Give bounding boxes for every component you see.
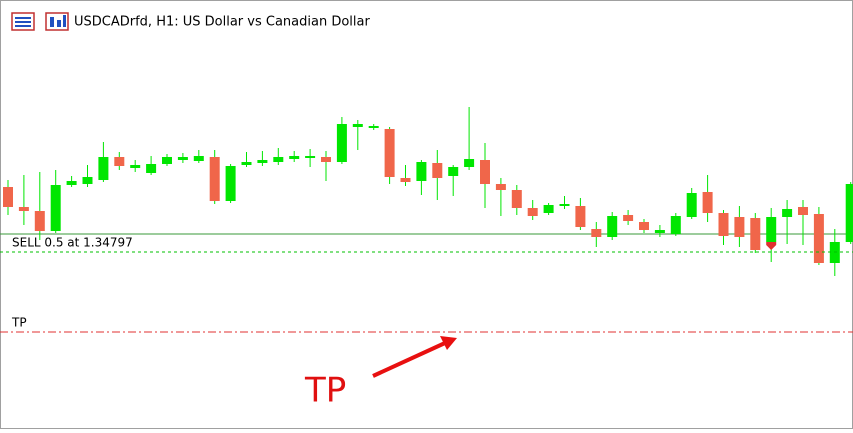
candle-body <box>623 215 634 221</box>
candle-body <box>336 124 347 162</box>
candle-body <box>480 160 490 184</box>
candle-body <box>686 193 697 217</box>
candle-body <box>607 216 618 237</box>
candle-body <box>639 222 649 230</box>
candle-body <box>352 124 363 127</box>
candle-body <box>3 187 13 207</box>
candle-body <box>82 177 93 184</box>
entry-arrow <box>766 242 777 250</box>
candle-body <box>495 184 506 190</box>
candle-body <box>782 209 793 217</box>
candle-body <box>448 167 459 176</box>
candle-body <box>66 181 77 185</box>
candle-body <box>384 129 395 177</box>
candle-body <box>98 157 109 180</box>
chart-icon[interactable] <box>45 12 69 31</box>
candle-body <box>209 157 220 201</box>
order-label: SELL 0.5 at 1.34797 <box>12 236 133 250</box>
candle-body <box>798 207 808 215</box>
candle-body <box>464 159 475 167</box>
candle-body <box>114 157 125 166</box>
candle-body <box>289 156 300 159</box>
candle-body <box>241 162 252 165</box>
candle-body <box>177 157 188 160</box>
candle-body <box>273 157 284 162</box>
candle-body <box>18 207 29 211</box>
candle-body <box>368 126 379 128</box>
candle-body <box>193 156 204 161</box>
candle-body <box>559 204 570 206</box>
candle-body <box>654 230 665 233</box>
candle-body <box>702 192 713 213</box>
candle-body <box>734 217 745 237</box>
candle-body <box>416 162 427 181</box>
candle-body <box>543 205 554 213</box>
annotation: TP <box>304 371 346 411</box>
annotation-arrow <box>372 336 457 378</box>
candle-body <box>305 156 316 158</box>
candle-body <box>257 160 268 163</box>
candle-body <box>225 166 236 201</box>
candle-body <box>845 184 853 242</box>
candle-body <box>50 185 61 231</box>
candle-body <box>813 214 824 263</box>
order-label: TP <box>11 316 27 330</box>
candle-body <box>591 229 602 237</box>
candle-body <box>575 206 586 227</box>
candle-body <box>670 216 681 234</box>
candle-body <box>146 164 157 173</box>
candle-body <box>34 211 45 231</box>
candle-body <box>766 217 777 242</box>
candle-body <box>511 190 522 208</box>
candle-body <box>718 213 729 236</box>
candle-body <box>432 163 443 178</box>
candle-body <box>162 157 172 164</box>
candle-body <box>400 178 411 182</box>
candle-body <box>527 208 538 216</box>
candle-body <box>321 157 331 162</box>
candle-body <box>750 218 761 250</box>
candle-body <box>130 165 141 168</box>
menu-icon[interactable] <box>11 12 35 31</box>
window-title: USDCADrfd, H1: US Dollar vs Canadian Dol… <box>74 15 370 30</box>
